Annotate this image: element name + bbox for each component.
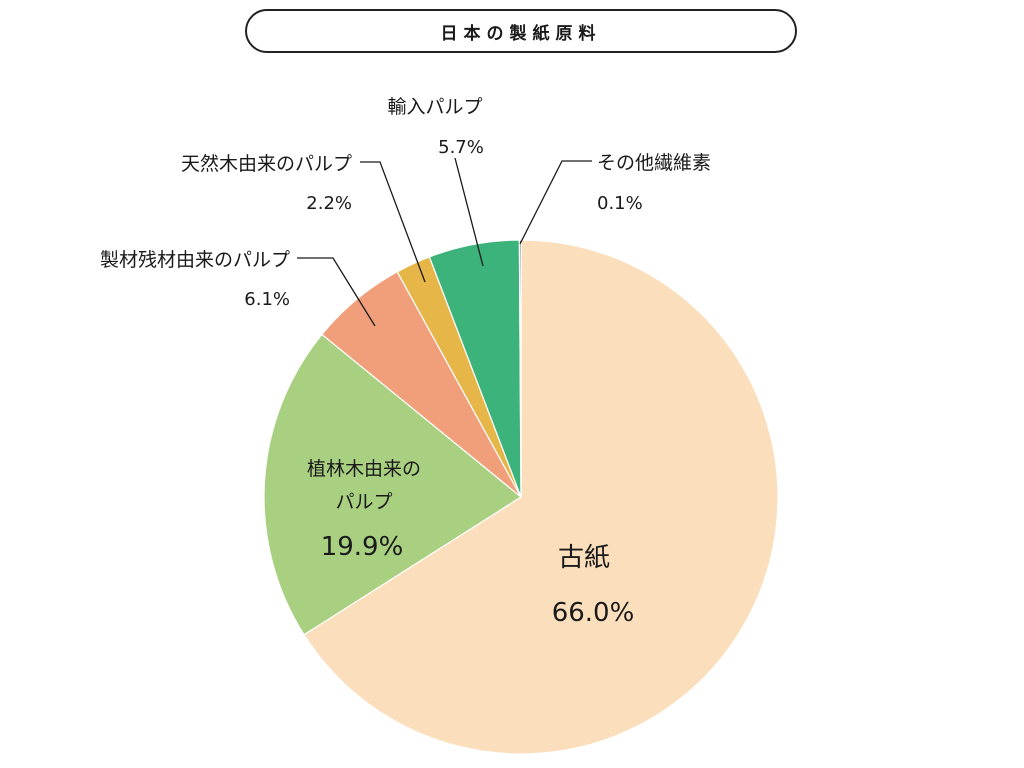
slice-label: その他繊維素 [597, 152, 711, 174]
pie-slice [518, 239, 522, 498]
leader-line [454, 157, 484, 267]
slice-label: パルプ [335, 491, 392, 513]
slice-value-label: 66.0% [552, 598, 635, 628]
slice-label: 植林木由来の [307, 458, 421, 480]
slice-value-label: 6.1% [244, 289, 290, 310]
leader-line [297, 257, 376, 327]
slice-value-label: 5.7% [438, 137, 484, 158]
leader-line [360, 161, 426, 283]
slice-value-label: 19.9% [321, 532, 404, 562]
slice-value-label: 0.1% [597, 193, 643, 214]
slice-value-label: 2.2% [306, 193, 352, 214]
pie-slice [303, 239, 779, 755]
pie-slice [263, 333, 523, 636]
slice-label: 古紙 [558, 543, 610, 573]
chart-title: 日本の製紙原料 [245, 9, 797, 53]
slice-label: 輸入パルプ [387, 96, 482, 118]
slice-label: 天然木由来のパルプ [181, 153, 352, 175]
leader-line [519, 160, 592, 245]
slice-label: 製材残材由来のパルプ [100, 249, 290, 271]
